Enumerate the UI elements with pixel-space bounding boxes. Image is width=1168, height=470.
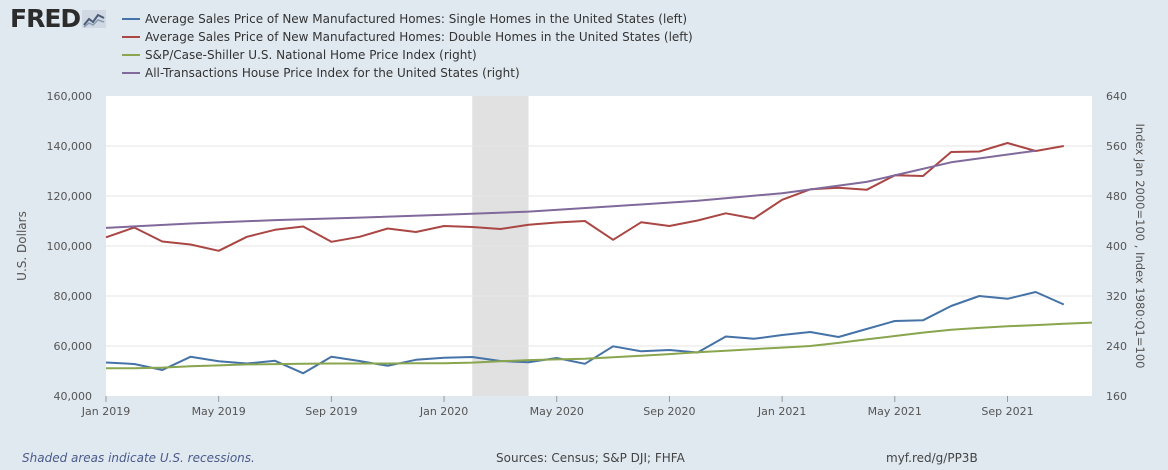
y-axis-right: 160 240 320 400 480 560 640 <box>1106 90 1127 403</box>
series-line-all-transactions <box>105 149 1036 229</box>
sources-text: Sources: Census; S&P DJI; FHFA <box>496 451 685 465</box>
legend-item-case-shiller[interactable]: S&P/Case-Shiller U.S. National Home Pric… <box>122 46 693 64</box>
legend-swatch <box>122 36 140 38</box>
y-tick-label-left: 80,000 <box>54 290 93 303</box>
x-tick-label: May 2020 <box>530 405 584 418</box>
logo-text: FRED <box>10 4 81 33</box>
x-tick-label: Sep 2019 <box>305 405 357 418</box>
y-tick-label-left: 140,000 <box>47 140 93 153</box>
fred-logo[interactable]: FRED <box>10 4 107 33</box>
legend-label: Average Sales Price of New Manufactured … <box>145 30 693 44</box>
x-tick-label: Jan 2021 <box>757 405 806 418</box>
y-tick-label-left: 100,000 <box>47 240 93 253</box>
legend-item-double-homes[interactable]: Average Sales Price of New Manufactured … <box>122 28 693 46</box>
y-tick-label-left: 160,000 <box>47 90 93 103</box>
y-tick-label-left: 40,000 <box>54 390 93 403</box>
x-tick-label: Jan 2020 <box>419 405 468 418</box>
y-axis-right-title: Index Jan 2000=100 , Index 1980:Q1=100 <box>1133 124 1147 369</box>
y-tick-label-right: 160 <box>1106 390 1127 403</box>
legend-item-single-homes[interactable]: Average Sales Price of New Manufactured … <box>122 10 693 28</box>
legend-label: All-Transactions House Price Index for t… <box>145 66 520 80</box>
chart-legend: Average Sales Price of New Manufactured … <box>122 10 693 82</box>
series-lines <box>105 142 1093 375</box>
x-tick-label: May 2019 <box>192 405 246 418</box>
x-axis: Jan 2019 May 2019 Sep 2019 Jan 2020 May 2020… <box>81 396 1034 418</box>
grid-lines <box>106 145 1092 347</box>
series-line-double-homes <box>105 142 1064 252</box>
series-line-single-homes <box>105 291 1065 375</box>
y-tick-label-right: 480 <box>1106 190 1127 203</box>
recession-note: Shaded areas indicate U.S. recessions. <box>22 451 255 465</box>
legend-swatch <box>122 72 140 74</box>
y-tick-label-left: 120,000 <box>47 190 93 203</box>
y-tick-label-right: 640 <box>1106 90 1127 103</box>
share-link[interactable]: myf.red/g/PP3B <box>886 451 978 465</box>
x-tick-label: Sep 2020 <box>643 405 695 418</box>
legend-swatch <box>122 18 140 20</box>
x-tick-label: Sep 2021 <box>981 405 1033 418</box>
y-tick-label-right: 400 <box>1106 240 1127 253</box>
y-tick-label-right: 560 <box>1106 140 1127 153</box>
x-tick-label: Jan 2019 <box>81 405 130 418</box>
y-axis-left-title: U.S. Dollars <box>15 211 29 281</box>
fred-chart-icon <box>82 9 107 28</box>
legend-label: S&P/Case-Shiller U.S. National Home Pric… <box>145 48 477 62</box>
legend-item-all-transactions[interactable]: All-Transactions House Price Index for t… <box>122 64 693 82</box>
legend-swatch <box>122 54 140 56</box>
series-line-case-shiller <box>106 321 1093 370</box>
x-tick-label: May 2021 <box>868 405 922 418</box>
legend-label: Average Sales Price of New Manufactured … <box>145 12 688 26</box>
y-tick-label-left: 60,000 <box>54 340 93 353</box>
y-tick-label-right: 320 <box>1106 290 1127 303</box>
y-axis-left: 40,000 60,000 80,000 100,000 120,000 140,000 1… <box>47 90 93 403</box>
y-tick-label-right: 240 <box>1106 340 1127 353</box>
